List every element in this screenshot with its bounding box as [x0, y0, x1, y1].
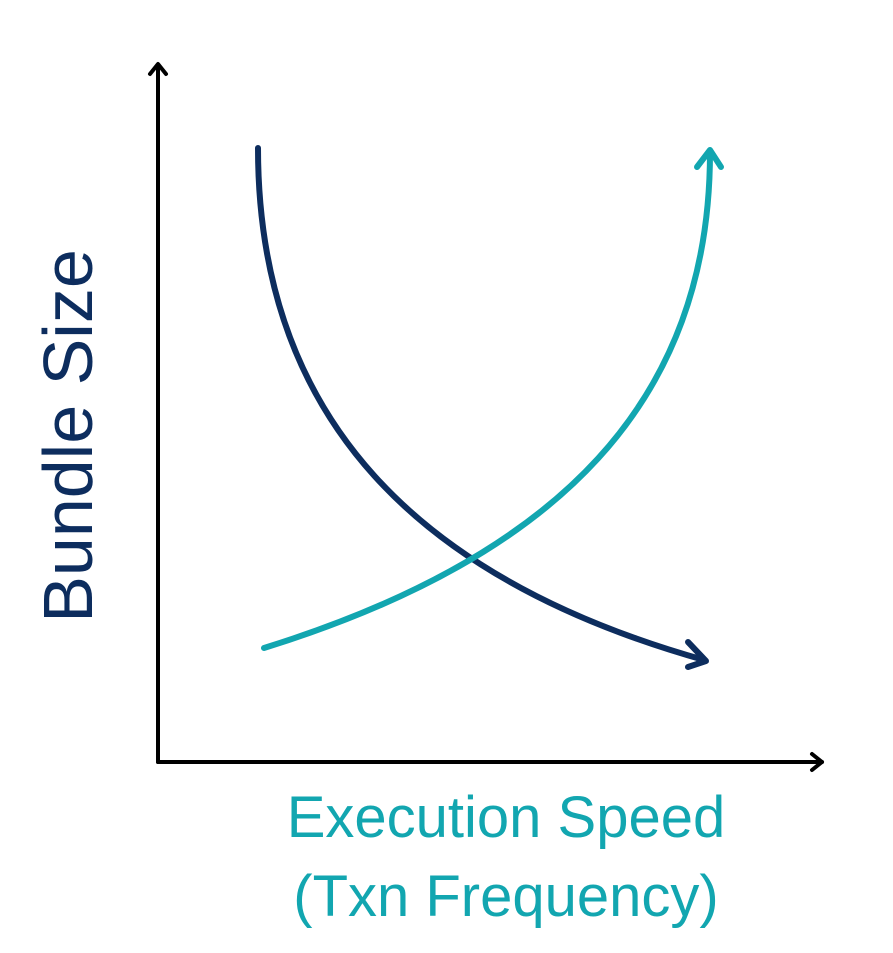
x-axis-arrowhead: [810, 752, 824, 772]
increasing-curve: [261, 147, 724, 651]
increasing-curve-arrowhead: [694, 147, 724, 170]
y-axis-arrowhead: [148, 62, 168, 76]
increasing-curve-line: [261, 149, 713, 651]
decreasing-curve: [255, 145, 709, 670]
axes: [148, 62, 824, 772]
decreasing-curve-arrowhead: [685, 639, 709, 670]
decreasing-curve-line: [255, 145, 707, 663]
x-axis-label-line-2: (Txn Frequency): [293, 864, 718, 929]
x-axis-label-line-1: Execution Speed: [287, 785, 726, 850]
y-axis-label: Bundle Size: [29, 249, 107, 623]
